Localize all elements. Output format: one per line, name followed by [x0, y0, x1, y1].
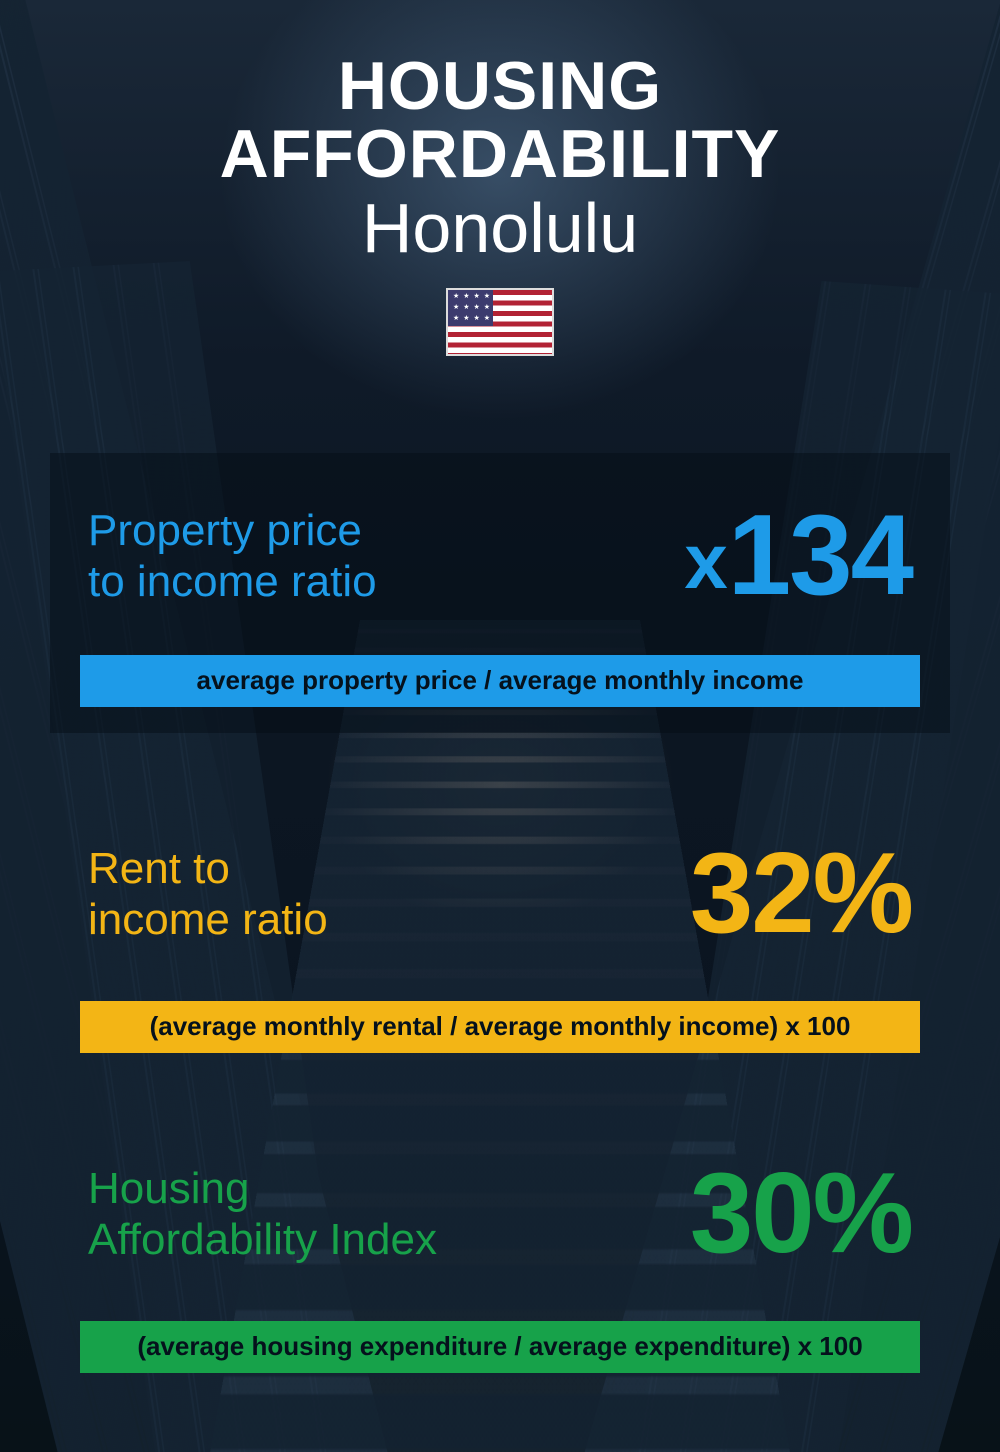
metric-label-line: to income ratio	[88, 557, 377, 606]
metric-formula-property-price: average property price / average monthly…	[80, 655, 920, 707]
us-flag-icon	[446, 288, 554, 356]
metric-value-prefix: x	[684, 517, 727, 605]
metric-label-rent: Rent to income ratio	[88, 844, 328, 944]
metric-value-affordability: 30%	[690, 1163, 912, 1266]
metric-label-line: income ratio	[88, 895, 328, 944]
metric-formula-rent: (average monthly rental / average monthl…	[80, 1001, 920, 1053]
infographic-content: HOUSING AFFORDABILITY Honolulu Property …	[0, 0, 1000, 1452]
metric-label-line: Property price	[88, 506, 362, 555]
flag-container	[50, 288, 950, 361]
metric-card-affordability: Housing Affordability Index 30% (average…	[50, 1145, 950, 1373]
main-title: HOUSING AFFORDABILITY	[50, 52, 950, 188]
metric-row: Housing Affordability Index 30%	[80, 1145, 920, 1285]
metric-label-line: Affordability Index	[88, 1215, 437, 1264]
metric-formula-affordability: (average housing expenditure / average e…	[80, 1321, 920, 1373]
metric-label-affordability: Housing Affordability Index	[88, 1164, 437, 1264]
metric-card-rent: Rent to income ratio 32% (average monthl…	[50, 825, 950, 1053]
metric-label-line: Rent to	[88, 844, 230, 893]
city-subtitle: Honolulu	[50, 192, 950, 266]
metric-label-line: Housing	[88, 1164, 249, 1213]
metric-card-property-price: Property price to income ratio x134 aver…	[50, 453, 950, 733]
metric-value-number: 134	[728, 492, 912, 619]
metric-label-property-price: Property price to income ratio	[88, 506, 377, 606]
metric-value-property-price: x134	[684, 505, 912, 608]
metrics-list: Property price to income ratio x134 aver…	[50, 453, 950, 1373]
metric-value-rent: 32%	[690, 843, 912, 946]
metric-row: Property price to income ratio x134	[80, 487, 920, 627]
metric-row: Rent to income ratio 32%	[80, 825, 920, 965]
